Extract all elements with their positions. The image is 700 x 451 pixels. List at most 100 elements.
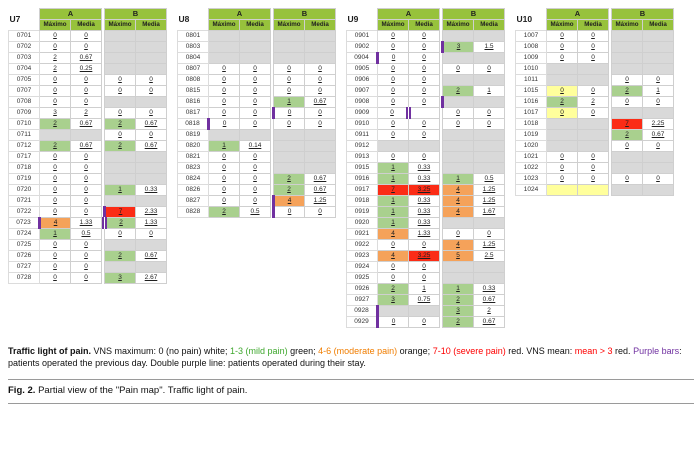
pain-cell: 0 <box>70 85 102 97</box>
pain-cell <box>104 173 136 185</box>
pain-cell: 2 <box>442 316 474 328</box>
pain-cell: 0 <box>104 85 136 97</box>
room-number: 0916 <box>346 173 378 185</box>
pain-cell: 0 <box>442 228 474 240</box>
room-number: 0921 <box>346 228 378 240</box>
pain-cell: 0 <box>408 96 440 108</box>
pain-cell <box>104 261 136 273</box>
column-gap <box>439 239 443 251</box>
pain-cell <box>408 140 440 152</box>
room-number: 1022 <box>515 162 547 174</box>
pain-cell: 0 <box>546 107 578 119</box>
pain-cell: 0 <box>135 228 167 240</box>
pain-cell <box>442 151 474 163</box>
pain-cell: 0 <box>577 151 609 163</box>
pain-cell: 0 <box>39 173 71 185</box>
pain-cell: 0 <box>70 173 102 185</box>
room-number: 0925 <box>346 272 378 284</box>
pain-cell <box>135 52 167 64</box>
pain-cell <box>442 74 474 86</box>
pain-cell <box>104 195 136 207</box>
pain-cell: 1 <box>377 162 409 174</box>
room-number: 0919 <box>346 206 378 218</box>
column-gap <box>439 151 443 163</box>
column-gap <box>608 85 612 97</box>
column-gap <box>270 85 274 97</box>
pain-cell: 1.33 <box>135 217 167 229</box>
pain-cell: 0 <box>377 30 409 42</box>
pain-cell: 0 <box>577 85 609 97</box>
pain-cell: 0.33 <box>408 195 440 207</box>
pain-cell <box>441 96 474 108</box>
room-row: 0701 0 0 <box>8 30 167 42</box>
pain-cell <box>577 63 609 75</box>
pain-cell: 0 <box>135 74 167 86</box>
figure-page: U7 A B Máximo Media Máximo Media 0701 0 0 0702 0 0 07… <box>8 8 694 405</box>
pain-cell: 1.33 <box>408 228 440 240</box>
pain-cell: 0 <box>208 74 240 86</box>
room-number: 0927 <box>346 294 378 306</box>
pain-cell <box>577 184 609 196</box>
pain-cell <box>473 129 505 141</box>
pain-cell: 0 <box>577 162 609 174</box>
group-header-b: B <box>611 8 674 20</box>
pain-cell: 0 <box>377 63 409 75</box>
subheader: Media <box>642 19 674 31</box>
column-gap <box>439 30 443 42</box>
room-number: 0913 <box>346 151 378 163</box>
pain-cell: 0.67 <box>70 52 102 64</box>
column-gap <box>270 206 274 218</box>
room-number: 0728 <box>8 272 40 284</box>
pain-cell <box>442 162 474 174</box>
room-number: 0820 <box>177 140 209 152</box>
group-header-b: B <box>273 8 336 20</box>
room-number: 1019 <box>515 129 547 141</box>
pain-cell: 0 <box>70 206 102 218</box>
pain-cell: 0 <box>611 173 643 185</box>
room-number: 0828 <box>177 206 209 218</box>
pain-cell: 0 <box>376 316 409 328</box>
room-number: 1021 <box>515 151 547 163</box>
pain-cell: 0 <box>273 63 305 75</box>
pain-cell: 0 <box>39 41 71 53</box>
legend-segment-green: 1-3 (mild pain) <box>230 346 288 356</box>
pain-cell: 0 <box>239 173 271 185</box>
column-gap <box>608 129 612 141</box>
pain-cell <box>473 151 505 163</box>
room-number: 0725 <box>8 239 40 251</box>
pain-cell: 1 <box>377 173 409 185</box>
column-gap <box>101 30 105 42</box>
room-row: 1022 0 0 <box>515 162 674 174</box>
pain-cell <box>546 118 578 130</box>
pain-cell <box>239 52 271 64</box>
room-row: 0808 0 0 0 0 <box>177 74 336 86</box>
room-row: 0926 2 1 1 0.33 <box>346 283 505 295</box>
column-gap <box>270 8 274 31</box>
group-header-a: A <box>208 8 271 20</box>
pain-cell: 0 <box>408 85 440 97</box>
room-number: 0906 <box>346 74 378 86</box>
unit-label: U9 <box>346 8 378 31</box>
room-number: 0923 <box>346 250 378 262</box>
pain-cell: 0 <box>546 30 578 42</box>
pain-cell <box>304 41 336 53</box>
pain-cell: 0 <box>408 151 440 163</box>
pain-cell: 2 <box>442 294 474 306</box>
pain-cell: 1.25 <box>473 184 505 196</box>
figure-caption-text: Partial view of the "Pain map". Traffic … <box>35 385 248 397</box>
pain-cell <box>208 129 240 141</box>
pain-cell: 0 <box>577 41 609 53</box>
column-gap <box>270 129 274 141</box>
pain-cell: 0 <box>135 85 167 97</box>
room-row: 0709 3 2 0 0 <box>8 107 167 119</box>
pain-cell: 0 <box>39 239 71 251</box>
pain-cell <box>273 151 305 163</box>
pain-cell: 1.67 <box>473 206 505 218</box>
column-gap <box>101 261 105 273</box>
room-number: 0704 <box>8 63 40 75</box>
pain-cell: 1.25 <box>473 239 505 251</box>
group-header-b: B <box>104 8 167 20</box>
pain-cell <box>442 272 474 284</box>
pain-cell <box>473 30 505 42</box>
room-number: 0908 <box>346 96 378 108</box>
